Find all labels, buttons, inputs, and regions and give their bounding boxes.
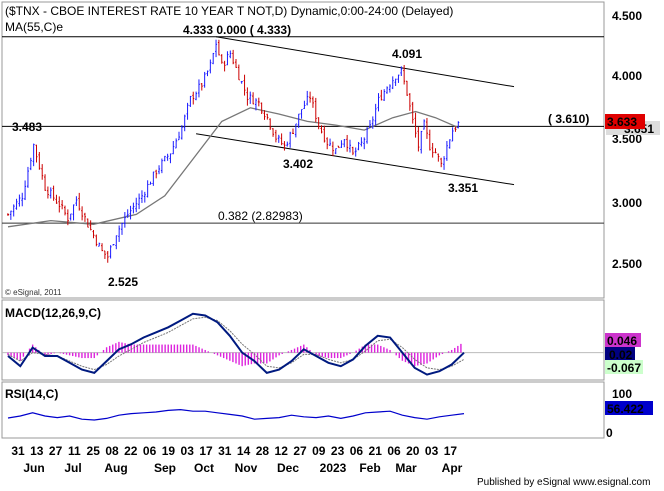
annotation-3610: ( 3.610) <box>548 112 589 126</box>
x-tick-label: 12 <box>275 444 289 458</box>
x-month-label: Nov <box>235 461 258 475</box>
rsi-tick-0: 0 <box>606 426 613 440</box>
x-tick-label: 21 <box>369 444 383 458</box>
x-month-label: 2023 <box>320 461 347 475</box>
annotation-3351: 3.351 <box>448 181 478 195</box>
x-tick-label: 06 <box>143 444 157 458</box>
x-tick-label: 14 <box>237 444 251 458</box>
macd-hist-badge <box>605 333 641 347</box>
chart-title: ($TNX - CBOE INTEREST RATE 10 YEAR T NOT… <box>5 4 453 18</box>
x-tick-label: 20 <box>406 444 420 458</box>
x-tick-label: 06 <box>387 444 401 458</box>
x-tick-label: 08 <box>105 444 119 458</box>
annotation-fib-0382: 0.382 (2.82983) <box>218 209 303 223</box>
rsi-value: 56.422 <box>607 402 644 416</box>
macd-signal-value: -0.067 <box>607 361 641 375</box>
annotation-3402: 3.402 <box>283 157 313 171</box>
macd-line-value: 0.02 <box>609 348 633 362</box>
x-tick-label: 31 <box>218 444 232 458</box>
x-tick-label: 22 <box>124 444 138 458</box>
x-month-label: Feb <box>359 461 380 475</box>
rsi-badge <box>605 401 653 415</box>
x-month-label: Aug <box>104 461 127 475</box>
x-tick-label: 09 <box>312 444 326 458</box>
x-month-label: Dec <box>277 461 299 475</box>
annotation-4091: 4.091 <box>392 47 422 61</box>
macd-signal-badge <box>605 360 643 374</box>
footer-text: Published by eSignal www.esignal.com <box>477 477 650 488</box>
x-tick-label: 27 <box>293 444 307 458</box>
channel-upper-line <box>215 36 515 88</box>
rsi-line <box>7 408 465 421</box>
x-month-label: Mar <box>395 461 417 475</box>
macd-line-badge <box>605 347 635 361</box>
x-tick-label: 17 <box>199 444 213 458</box>
price-tick-3000: 3.000 <box>612 196 642 210</box>
x-tick-label: 19 <box>162 444 176 458</box>
x-tick-label: 27 <box>49 444 63 458</box>
macd-hist-value: 0.046 <box>607 334 637 348</box>
macd-line <box>7 312 465 376</box>
last-price-badge <box>605 114 645 129</box>
channel-lower-line <box>196 133 515 186</box>
price-panel <box>1 1 605 299</box>
x-tick-label: 06 <box>350 444 364 458</box>
x-tick-label: 23 <box>331 444 345 458</box>
x-tick-label: 03 <box>181 444 195 458</box>
annotation-peak-4333: 4.333 0.000 ( 4.333) <box>183 23 291 37</box>
macd-label: MACD(12,26,9,C) <box>5 306 101 320</box>
x-tick-label: 28 <box>256 444 270 458</box>
annotation-3483: 3.483 <box>12 120 42 134</box>
price-tick-2500: 2.500 <box>612 257 642 271</box>
macd-panel <box>1 299 605 381</box>
x-month-label: Sep <box>154 461 176 475</box>
ma-label: MA(55,C)e <box>5 20 63 34</box>
x-month-label: Apr <box>442 461 463 475</box>
rsi-panel <box>1 381 605 439</box>
x-tick-label: 25 <box>87 444 101 458</box>
annotation-2525: 2.525 <box>108 275 138 289</box>
rsi-tick-100: 100 <box>612 387 632 401</box>
x-tick-label: 17 <box>444 444 458 458</box>
copyright-label: © eSignal, 2011 <box>5 288 62 297</box>
x-month-label: Oct <box>194 461 214 475</box>
x-tick-label: 03 <box>425 444 439 458</box>
last-price-value: 3.633 <box>607 115 637 129</box>
x-month-label: Jul <box>64 461 81 475</box>
price-tick-4000: 4.000 <box>612 69 642 83</box>
x-tick-label: 11 <box>68 444 81 458</box>
price-tick-4500: 4.500 <box>612 9 642 23</box>
x-tick-label: 13 <box>30 444 44 458</box>
x-tick-label: 31 <box>11 444 25 458</box>
macd-signal-line <box>7 316 465 371</box>
price-tick-3500: 3.500 <box>612 132 642 146</box>
rsi-label: RSI(14,C) <box>5 387 58 401</box>
x-month-label: Jun <box>23 461 44 475</box>
